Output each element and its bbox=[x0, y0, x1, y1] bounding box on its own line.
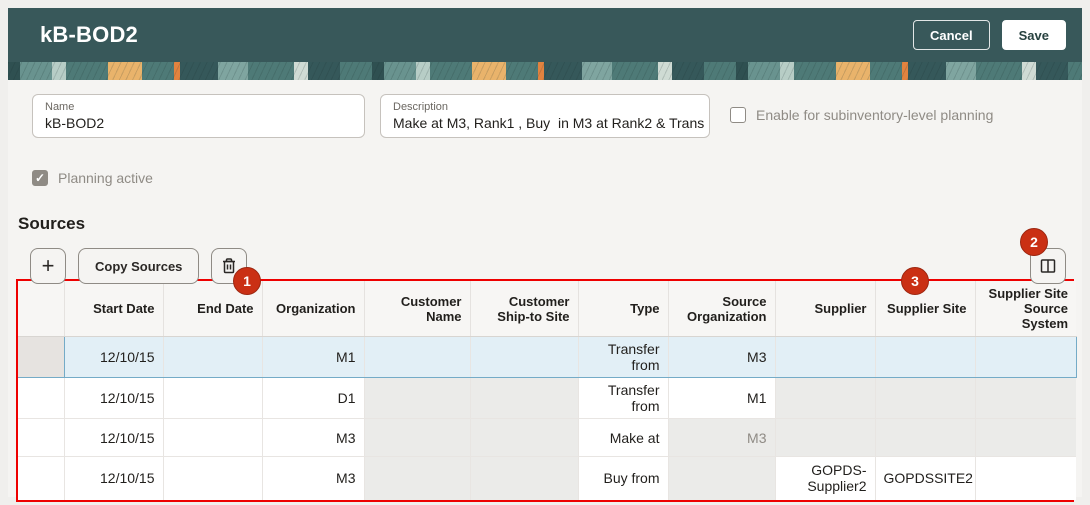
annotation-badge-2: 2 bbox=[1020, 228, 1048, 256]
planning-active-checkbox-label: Planning active bbox=[58, 170, 153, 186]
table-row: 12/10/15 M3 Make at M3 bbox=[18, 418, 1076, 457]
table-cell[interactable] bbox=[875, 418, 976, 457]
sources-section: Sources + Copy Sources bbox=[16, 214, 1077, 502]
column-header[interactable]: Customer Ship-to Site bbox=[470, 281, 579, 337]
table-cell[interactable] bbox=[975, 336, 1077, 378]
table-cell[interactable] bbox=[668, 456, 776, 500]
columns-icon bbox=[1040, 259, 1056, 273]
column-header[interactable]: Customer Name bbox=[364, 281, 471, 337]
table-cell[interactable]: Make at bbox=[578, 418, 669, 457]
sources-table: Start Date End Date Organization Customer N… bbox=[18, 281, 1077, 500]
name-field-value: kB-BOD2 bbox=[45, 115, 105, 131]
trash-icon bbox=[223, 258, 236, 274]
table-cell[interactable] bbox=[163, 336, 263, 378]
cancel-button[interactable]: Cancel bbox=[912, 20, 990, 50]
subinventory-checkbox-row: Enable for subinventory-level planning bbox=[730, 107, 993, 123]
table-cell[interactable] bbox=[775, 377, 876, 419]
row-selector-cell[interactable] bbox=[18, 418, 65, 457]
row-selector-cell[interactable] bbox=[18, 336, 65, 378]
table-cell[interactable]: M3 bbox=[262, 456, 365, 500]
planning-active-checkbox bbox=[32, 170, 48, 186]
subinventory-checkbox-label: Enable for subinventory-level planning bbox=[756, 107, 994, 123]
row-selector-cell[interactable] bbox=[18, 456, 65, 500]
table-cell[interactable] bbox=[775, 418, 876, 457]
table-cell[interactable] bbox=[875, 377, 976, 419]
column-header[interactable]: Organization bbox=[262, 281, 365, 337]
table-cell[interactable]: M1 bbox=[668, 377, 776, 419]
table-cell[interactable] bbox=[470, 456, 579, 500]
table-cell[interactable]: Transfer from bbox=[578, 336, 669, 378]
description-field-label: Description bbox=[393, 101, 449, 113]
annotation-rectangle: Start Date End Date Organization Customer N… bbox=[16, 279, 1077, 502]
table-cell[interactable]: M3 bbox=[668, 336, 776, 378]
plus-icon: + bbox=[41, 253, 55, 278]
table-cell[interactable] bbox=[470, 377, 579, 419]
column-header[interactable]: Source Organization bbox=[668, 281, 776, 337]
table-cell[interactable]: 12/10/15 bbox=[64, 377, 164, 419]
decorative-banner bbox=[8, 62, 1082, 80]
table-header-row: Start Date End Date Organization Customer N… bbox=[18, 281, 1076, 337]
column-header[interactable]: Supplier bbox=[775, 281, 876, 337]
table-cell[interactable] bbox=[364, 456, 471, 500]
table-cell[interactable] bbox=[470, 336, 579, 378]
table-cell[interactable]: 12/10/15 bbox=[64, 418, 164, 457]
table-row: 12/10/15 D1 Transfer from M1 bbox=[18, 377, 1076, 419]
form-row: Name kB-BOD2 Description Make at M3, Ran… bbox=[16, 94, 1074, 138]
table-cell[interactable] bbox=[163, 418, 263, 457]
column-header[interactable]: Supplier Site bbox=[875, 281, 976, 337]
table-cell[interactable]: M3 bbox=[262, 418, 365, 457]
table-row: 12/10/15 M1 Transfer from M3 bbox=[18, 336, 1077, 378]
description-field-value: Make at M3, Rank1 , Buy in M3 at Rank2 &… bbox=[393, 115, 705, 131]
table-cell[interactable] bbox=[364, 336, 471, 378]
table-cell[interactable]: D1 bbox=[262, 377, 365, 419]
app-frame: kB-BOD2 Cancel Save Name kB-BOD2 Descrip… bbox=[8, 8, 1082, 502]
table-cell[interactable]: M1 bbox=[262, 336, 365, 378]
table-cell[interactable] bbox=[975, 456, 1076, 500]
row-selector-cell[interactable] bbox=[18, 377, 65, 419]
table-cell[interactable] bbox=[875, 336, 976, 378]
table-cell[interactable]: 12/10/15 bbox=[64, 336, 164, 378]
annotation-badge-1: 1 bbox=[233, 267, 261, 295]
table-cell[interactable]: Buy from bbox=[578, 456, 669, 500]
table-cell[interactable] bbox=[975, 377, 1076, 419]
description-field[interactable]: Description Make at M3, Rank1 , Buy in M… bbox=[380, 94, 710, 138]
table-cell[interactable]: GOPDSSITE2 bbox=[875, 456, 976, 500]
copy-sources-button[interactable]: Copy Sources bbox=[78, 248, 200, 284]
table-cell[interactable] bbox=[364, 418, 471, 457]
table-cell[interactable] bbox=[364, 377, 471, 419]
table-cell[interactable] bbox=[975, 418, 1076, 457]
table-cell[interactable] bbox=[470, 418, 579, 457]
column-header[interactable]: Type bbox=[578, 281, 669, 337]
page-content: Name kB-BOD2 Description Make at M3, Ran… bbox=[8, 94, 1082, 502]
add-source-button[interactable]: + bbox=[30, 248, 66, 284]
table-cell[interactable] bbox=[163, 456, 263, 500]
table-cell[interactable] bbox=[163, 377, 263, 419]
column-header[interactable] bbox=[18, 281, 65, 337]
annotation-badge-3: 3 bbox=[901, 267, 929, 295]
table-cell[interactable] bbox=[775, 336, 876, 378]
column-header[interactable]: Supplier Site Source System bbox=[975, 281, 1076, 337]
sources-heading: Sources bbox=[18, 214, 86, 233]
column-header[interactable]: Start Date bbox=[64, 281, 164, 337]
table-cell[interactable]: M3 bbox=[668, 418, 776, 457]
table-row: 12/10/15 M3 Buy from GOPDS-Supplier2 GOPDSSI… bbox=[18, 456, 1076, 500]
name-field[interactable]: Name kB-BOD2 bbox=[32, 94, 365, 138]
planning-active-row: Planning active bbox=[32, 170, 1074, 186]
subinventory-checkbox[interactable] bbox=[730, 107, 746, 123]
name-field-label: Name bbox=[45, 101, 75, 113]
page-title: kB-BOD2 bbox=[40, 22, 138, 47]
table-cell[interactable]: 12/10/15 bbox=[64, 456, 164, 500]
page-header: kB-BOD2 Cancel Save bbox=[8, 8, 1082, 62]
save-button[interactable]: Save bbox=[1001, 20, 1066, 50]
table-cell[interactable]: GOPDS-Supplier2 bbox=[775, 456, 876, 500]
table-cell[interactable]: Transfer from bbox=[578, 377, 669, 419]
